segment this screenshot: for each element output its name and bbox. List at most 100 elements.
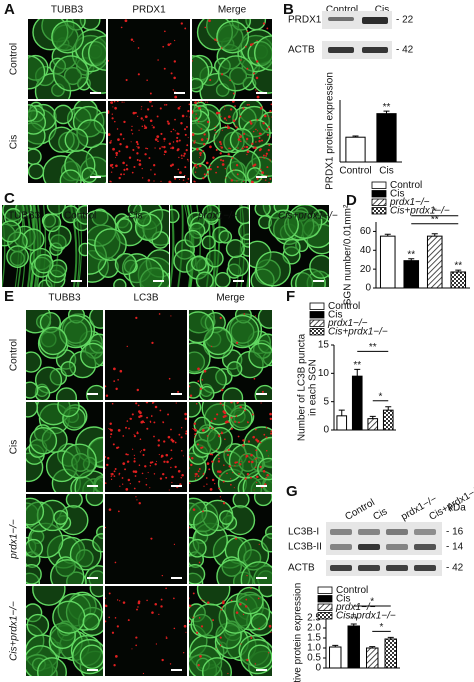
puncta <box>132 470 136 473</box>
puncta <box>133 433 135 436</box>
puncta <box>153 435 155 438</box>
puncta <box>202 472 205 475</box>
puncta <box>234 465 236 467</box>
cell <box>201 205 221 223</box>
puncta <box>164 150 167 154</box>
puncta <box>150 169 152 171</box>
puncta <box>235 126 238 129</box>
micrograph <box>105 310 187 400</box>
puncta <box>255 60 259 63</box>
cell <box>257 457 272 481</box>
legend-swatch <box>309 311 325 319</box>
puncta <box>174 130 176 132</box>
puncta <box>198 617 201 619</box>
puncta <box>116 128 119 130</box>
cell <box>57 402 80 418</box>
puncta <box>153 473 156 475</box>
cell <box>52 600 86 634</box>
puncta <box>109 141 112 144</box>
y-tick-label: 0 <box>315 663 321 674</box>
puncta <box>162 45 165 48</box>
puncta <box>123 101 125 103</box>
puncta <box>230 416 233 419</box>
puncta <box>110 478 113 480</box>
puncta <box>158 147 161 150</box>
puncta <box>158 454 160 456</box>
micrograph <box>26 586 103 676</box>
puncta <box>214 129 216 131</box>
puncta <box>205 161 209 165</box>
puncta <box>258 543 260 545</box>
puncta <box>139 438 142 440</box>
puncta <box>194 101 197 104</box>
puncta <box>269 160 271 162</box>
puncta <box>177 168 180 171</box>
puncta <box>195 472 198 476</box>
puncta <box>172 141 175 143</box>
puncta <box>146 79 148 82</box>
fiber <box>41 205 47 287</box>
puncta <box>259 465 262 469</box>
bar <box>384 638 397 669</box>
puncta <box>245 598 248 601</box>
puncta <box>149 465 152 467</box>
puncta <box>138 464 141 466</box>
band <box>362 47 388 53</box>
puncta <box>200 101 203 102</box>
puncta <box>111 113 113 115</box>
y-tick-label: 0 <box>365 283 371 294</box>
cell <box>189 538 207 558</box>
puncta <box>253 72 256 75</box>
kda-marker: - 14 <box>446 542 464 553</box>
puncta <box>252 435 255 439</box>
cell <box>29 426 58 455</box>
cell <box>309 254 329 279</box>
puncta <box>151 341 154 345</box>
puncta <box>170 147 172 149</box>
puncta <box>172 89 175 91</box>
column-header: PRDX1 <box>132 5 166 16</box>
puncta <box>124 19 128 23</box>
micrograph <box>250 205 329 287</box>
puncta <box>230 427 233 430</box>
puncta <box>175 402 177 404</box>
cell <box>75 205 87 225</box>
puncta <box>253 489 255 491</box>
puncta <box>188 103 190 106</box>
puncta <box>199 151 202 155</box>
puncta <box>234 124 236 126</box>
puncta <box>257 597 260 600</box>
cell <box>227 255 249 277</box>
puncta <box>141 106 143 108</box>
puncta <box>194 433 197 436</box>
cell <box>2 220 22 243</box>
band <box>414 565 436 571</box>
puncta <box>254 458 256 460</box>
puncta <box>119 133 123 136</box>
puncta <box>234 420 236 423</box>
puncta <box>228 465 231 468</box>
puncta <box>265 450 268 452</box>
puncta <box>245 137 249 141</box>
puncta <box>163 67 166 70</box>
bar <box>450 271 467 289</box>
puncta <box>259 132 262 135</box>
puncta <box>153 180 155 182</box>
cell <box>52 55 89 92</box>
puncta <box>255 141 257 143</box>
puncta <box>267 652 270 654</box>
puncta <box>112 443 115 446</box>
puncta <box>110 433 113 436</box>
puncta <box>127 478 131 482</box>
puncta <box>246 150 250 154</box>
puncta <box>153 421 156 424</box>
band <box>328 47 354 53</box>
cell <box>192 77 204 93</box>
puncta <box>203 369 207 373</box>
puncta <box>211 478 215 482</box>
cell <box>202 657 232 676</box>
puncta <box>183 128 187 131</box>
significance: ** <box>454 261 462 272</box>
legend-swatch <box>371 207 387 215</box>
bar <box>329 646 342 669</box>
